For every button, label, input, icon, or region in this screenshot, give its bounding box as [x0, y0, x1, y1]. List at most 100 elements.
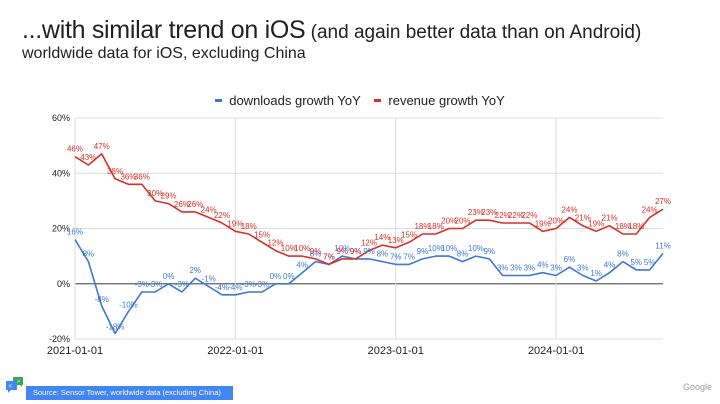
downloads-data-label: 3% [550, 263, 562, 272]
legend-item-revenue[interactable]: revenue growth YoY [374, 93, 505, 108]
revenue-data-label: 19% [227, 219, 243, 228]
x-tick-label: 2022-01-01 [207, 345, 263, 357]
revenue-data-label: 15% [254, 230, 270, 239]
downloads-data-label: -3% [242, 280, 256, 289]
revenue-data-label: 23% [468, 208, 484, 217]
svg-text:>: > [17, 379, 20, 385]
revenue-data-label: 12% [267, 239, 283, 248]
downloads-data-label: 16% [67, 228, 83, 237]
brand-logo: Google [682, 382, 712, 392]
downloads-data-label: 10% [441, 244, 457, 253]
revenue-data-label: 18% [241, 222, 257, 231]
downloads-data-label: 3% [510, 263, 522, 272]
y-tick-label: 40% [52, 168, 70, 178]
revenue-data-label: 46% [67, 145, 83, 154]
revenue-data-label: 12% [361, 239, 377, 248]
downloads-data-label: 10% [334, 244, 350, 253]
revenue-data-label: 22% [521, 211, 537, 220]
revenue-data-label: 19% [535, 219, 551, 228]
revenue-data-label: 9% [310, 247, 322, 256]
chart-legend: downloads growth YoY revenue growth YoY [0, 90, 720, 108]
revenue-data-label: 26% [187, 200, 203, 209]
x-axis: 2021-01-01 2022-01-01 2023-01-01 2024-01-01 [47, 345, 584, 357]
revenue-data-label: 7% [323, 252, 335, 261]
revenue-data-label: 22% [214, 211, 230, 220]
downloads-data-label: 9% [350, 247, 362, 256]
downloads-data-label: 10% [428, 244, 444, 253]
legend-swatch-downloads [215, 99, 223, 102]
y-tick-label: 20% [52, 224, 70, 234]
legend-label-revenue: revenue growth YoY [388, 93, 505, 108]
revenue-data-label: 24% [642, 205, 658, 214]
downloads-data-label: -4% [228, 283, 242, 292]
downloads-data-label: 2% [189, 266, 201, 275]
revenue-data-label: 36% [120, 172, 136, 181]
downloads-data-label: 0% [283, 272, 295, 281]
revenue-data-label: 36% [134, 172, 150, 181]
downloads-line [74, 239, 664, 335]
downloads-data-label: 7% [403, 252, 415, 261]
downloads-data-label: 11% [655, 241, 670, 250]
title-main: ...with similar trend on iOS [22, 16, 306, 44]
downloads-data-label: 9% [483, 247, 495, 256]
downloads-data-label: 8% [617, 250, 629, 259]
downloads-data-label: 8% [83, 250, 95, 259]
y-tick-label: 0% [57, 279, 70, 289]
data-labels: 16%8%-8%-18%-10%-3% -3%0%-3%2%-1%-4% -4% -3… [67, 142, 671, 332]
x-tick-label: 2023-01-01 [368, 345, 424, 357]
downloads-data-label: 3% [524, 263, 536, 272]
downloads-data-label: 7% [323, 252, 335, 261]
legend-swatch-revenue [374, 99, 382, 102]
downloads-data-label: 1% [590, 269, 602, 278]
revenue-data-label: 14% [374, 233, 390, 242]
title-aside: (and again better data than on Android) [305, 22, 642, 43]
downloads-data-label: -18% [106, 322, 125, 331]
downloads-data-label: -8% [95, 295, 109, 304]
x-tick-label: 2024-01-01 [528, 345, 584, 357]
revenue-data-label: 23% [481, 208, 497, 217]
revenue-data-label: 22% [495, 211, 511, 220]
y-axis: -20% 0% 20% 40% 60% [49, 113, 70, 344]
downloads-data-label: 5% [630, 258, 642, 267]
page-title: ...with similar trend on iOS (and again … [22, 16, 641, 45]
revenue-data-label: 20% [548, 217, 564, 226]
downloads-data-label: 5% [644, 258, 656, 267]
downloads-data-label: 6% [564, 255, 576, 264]
revenue-data-label: 43% [80, 153, 96, 162]
x-tick-label: 2021-01-01 [47, 345, 103, 357]
legend-label-downloads: downloads growth YoY [229, 93, 361, 108]
source-note: Source: Sensor Tower, worldwide data (ex… [26, 386, 233, 400]
downloads-data-label: 7% [390, 252, 402, 261]
revenue-data-label: 9% [350, 247, 362, 256]
revenue-data-label: 22% [508, 211, 524, 220]
gridlines [74, 117, 663, 340]
downloads-data-label: -3% [255, 280, 269, 289]
legend-item-downloads[interactable]: downloads growth YoY [215, 93, 361, 108]
revenue-line [74, 153, 664, 266]
revenue-data-label: 15% [401, 230, 417, 239]
downloads-data-label: -1% [202, 275, 216, 284]
revenue-data-label: 29% [161, 192, 177, 201]
downloads-data-label: -3% [175, 280, 189, 289]
y-tick-label: -20% [49, 334, 70, 344]
downloads-data-label: 8% [457, 250, 469, 259]
revenue-data-label: 18% [615, 222, 631, 231]
revenue-data-label: 27% [655, 197, 671, 206]
downloads-data-label: 0% [163, 272, 175, 281]
downloads-data-label: 0% [270, 272, 282, 281]
downloads-data-label: 8% [310, 250, 322, 259]
downloads-data-label: 8% [377, 250, 389, 259]
downloads-data-label: 9% [417, 247, 429, 256]
revenue-data-label: 10% [294, 244, 310, 253]
revenue-data-label: 10% [281, 244, 297, 253]
downloads-data-label: -3% [135, 280, 149, 289]
downloads-data-label: 9% [363, 247, 375, 256]
svg-text:<: < [9, 384, 13, 390]
downloads-data-label: 4% [604, 261, 616, 270]
revenue-data-label: 21% [575, 214, 591, 223]
series-lines [74, 153, 664, 335]
downloads-data-label: 4% [537, 261, 549, 270]
downloads-data-label: 4% [296, 261, 308, 270]
downloads-data-label: 10% [468, 244, 484, 253]
revenue-data-label: 30% [147, 189, 163, 198]
